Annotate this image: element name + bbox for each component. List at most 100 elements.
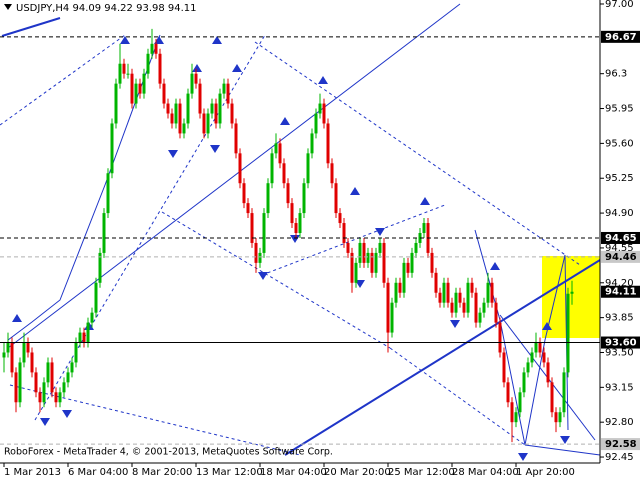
candle-body	[458, 292, 462, 303]
candle	[114, 78, 118, 129]
candle-body	[202, 113, 206, 134]
candle	[234, 118, 238, 159]
candle-body	[130, 73, 134, 104]
candle	[470, 277, 474, 298]
candle-body	[250, 213, 254, 243]
candle	[22, 332, 26, 368]
candle	[302, 178, 306, 219]
dashed-line	[9, 384, 301, 456]
candle-body	[82, 332, 86, 343]
candle-body	[362, 242, 366, 263]
candle-body	[278, 143, 282, 164]
x-tick-label: 28 Mar 04:00	[452, 467, 519, 478]
candle-body	[562, 372, 566, 413]
candle-body	[378, 242, 382, 253]
candle	[522, 367, 526, 398]
x-tick-label: 1 Mar 2013	[4, 467, 61, 478]
candle-body	[474, 292, 478, 323]
candle-body	[502, 352, 506, 383]
candle	[110, 118, 114, 179]
candle	[558, 407, 562, 428]
menu-icon[interactable]	[4, 4, 12, 10]
candle	[490, 277, 494, 308]
candle-body	[62, 382, 66, 393]
candle	[158, 48, 162, 89]
candle-body	[478, 312, 482, 323]
candle	[214, 98, 218, 129]
candle-body	[410, 252, 414, 273]
y-tick-label: 92.80	[605, 417, 634, 428]
candle-body	[342, 223, 346, 243]
candle	[286, 178, 290, 209]
x-tick-label: 18 Mar 04:00	[260, 467, 327, 478]
candle-body	[206, 113, 210, 134]
candle-body	[26, 342, 30, 353]
candle	[398, 277, 402, 298]
candle	[318, 93, 322, 119]
candle-body	[238, 153, 242, 184]
candle	[46, 357, 50, 388]
candle-body	[402, 262, 406, 293]
candle	[182, 118, 186, 139]
candle-body	[290, 203, 294, 224]
candle	[246, 198, 250, 219]
candle-body	[390, 302, 394, 333]
candle	[494, 297, 498, 328]
candle-body	[490, 282, 494, 303]
candle-body	[262, 213, 266, 253]
candle	[450, 297, 454, 318]
candle-body	[546, 362, 550, 383]
candle	[454, 287, 458, 318]
candle-body	[358, 242, 362, 263]
candle	[162, 78, 166, 109]
candle-body	[354, 262, 358, 283]
candle	[270, 148, 274, 189]
y-tick-label: 97.00	[605, 0, 634, 10]
plot-area	[2, 28, 574, 443]
candle	[66, 367, 70, 388]
candle-body	[70, 362, 74, 373]
candle	[30, 347, 34, 378]
candle-body	[486, 282, 490, 303]
candle	[518, 387, 522, 418]
candle	[338, 208, 342, 229]
candle-body	[74, 342, 78, 363]
candle	[542, 347, 546, 368]
candle-body	[198, 83, 202, 114]
candle	[370, 247, 374, 278]
y-tick-label: 94.55	[605, 243, 634, 254]
candle	[26, 337, 30, 358]
candle-body	[406, 262, 410, 273]
candle-body	[326, 123, 330, 164]
candle	[166, 98, 170, 119]
candle-body	[274, 143, 278, 154]
candle	[378, 237, 382, 258]
candle	[130, 68, 134, 109]
candle-body	[438, 292, 442, 303]
candle-body	[210, 103, 214, 114]
candle	[458, 287, 462, 308]
candle-body	[194, 73, 198, 84]
candle	[82, 327, 86, 348]
candle-body	[94, 282, 98, 313]
level-label: 93.60	[605, 338, 637, 349]
candle-body	[142, 73, 146, 94]
candle-body	[138, 83, 142, 94]
candle	[386, 277, 390, 353]
level-label-bg	[601, 336, 640, 349]
level-label-bg	[601, 438, 640, 451]
candle-body	[150, 43, 154, 54]
candle	[206, 108, 210, 139]
candle-body	[334, 183, 338, 214]
candle-body	[166, 103, 170, 114]
candle-body	[254, 242, 258, 263]
candle	[202, 108, 206, 139]
candle	[106, 168, 110, 219]
candle	[554, 407, 558, 433]
candle-body	[122, 63, 126, 74]
candle-body	[446, 282, 450, 303]
candle	[414, 237, 418, 258]
candle-body	[30, 352, 34, 373]
candle	[410, 247, 414, 278]
candle	[210, 98, 214, 119]
